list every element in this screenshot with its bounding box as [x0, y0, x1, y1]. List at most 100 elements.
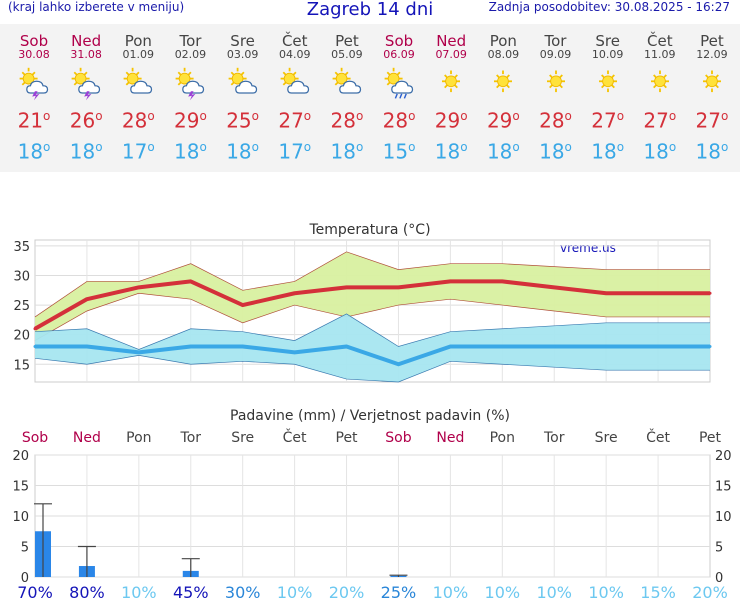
data-point	[552, 345, 556, 348]
min-temp: 18o	[591, 139, 625, 164]
day-label: Sob	[22, 430, 48, 446]
y-tick-label: 15	[13, 358, 30, 373]
day-date: 30.08	[18, 48, 50, 61]
day-name: Pon	[124, 32, 152, 50]
day-column: Pon 01.09 28o 17o	[112, 24, 164, 164]
min-temp: 18o	[486, 139, 520, 164]
max-temp: 25o	[226, 108, 259, 133]
data-point	[708, 291, 712, 295]
day-date: 11.09	[644, 48, 676, 61]
day-date: 02.09	[174, 48, 207, 61]
precip-probability: 10%	[433, 583, 469, 600]
band-edge-low	[34, 355, 710, 383]
max-temp: 21o	[17, 108, 51, 133]
max-temp: 27o	[643, 108, 677, 133]
day-column: Ned 07.09 29o 18o	[425, 24, 477, 164]
data-point	[137, 285, 141, 289]
day-column: Sob 06.09 28o 15o	[373, 24, 425, 164]
sun-icon	[598, 70, 617, 93]
y-tick-label-right: 5	[715, 541, 723, 556]
day-column: Čet 04.09 27o 17o	[269, 24, 321, 164]
data-point	[33, 345, 37, 348]
chart-title: Padavine (mm) / Verjetnost padavin (%)	[230, 408, 510, 424]
day-column: Tor 09.09 28o 18o	[530, 24, 582, 164]
y-tick-label-left: 10	[12, 510, 29, 525]
day-date: 31.08	[70, 48, 102, 61]
precip-probability: 45%	[173, 583, 209, 600]
min-temp: 15o	[382, 139, 416, 164]
max-temp-line	[34, 279, 710, 331]
sun-cloud-icon	[332, 67, 362, 94]
min-temp: 18o	[434, 139, 468, 164]
day-label: Sre	[595, 430, 618, 446]
min-temp: 18o	[174, 139, 207, 164]
sun-cloud-icon	[228, 67, 257, 94]
precip-probability: 10%	[121, 583, 157, 600]
forecast-strip: Sob 30.08 21o 18o Ned 31.08 26o 18o Pon 01.09 2…	[0, 24, 740, 172]
sun-cloud-icon	[123, 67, 153, 94]
range-band	[35, 251, 710, 341]
precip-probability: 30%	[225, 583, 261, 600]
max-temp: 28o	[539, 108, 572, 133]
day-name: Sre	[595, 32, 620, 50]
temperature-chart: Temperatura (°C) vreme.us 15 20 25 30 35	[13, 222, 712, 383]
day-label: Sre	[231, 430, 254, 446]
day-column: Pet 05.09 28o 18o	[321, 24, 373, 164]
min-temp: 17o	[278, 139, 312, 164]
day-date: 10.09	[591, 48, 624, 61]
day-name: Sob	[19, 32, 49, 50]
min-temp: 18o	[695, 139, 729, 164]
day-column: Pet 12.09 27o 18o	[686, 24, 738, 164]
band-edge-low	[34, 292, 710, 341]
day-date: 03.09	[226, 48, 259, 61]
day-name: Pet	[700, 32, 724, 50]
sun-cloud-thunder-icon	[176, 67, 205, 101]
min-temp-line	[35, 344, 710, 367]
day-name: Sob	[384, 32, 414, 50]
min-temp: 18o	[539, 139, 572, 164]
day-label: Pet	[336, 430, 359, 446]
data-point	[448, 279, 452, 283]
data-point	[189, 279, 193, 283]
day-date: 08.09	[487, 48, 520, 61]
data-point	[85, 297, 89, 301]
band-edge-high	[34, 251, 710, 318]
max-temp: 27o	[278, 108, 312, 133]
sun-cloud-rain-icon	[384, 67, 414, 99]
min-temp: 17o	[121, 139, 155, 164]
data-point	[293, 291, 297, 295]
day-column: Sre 03.09 25o 18o	[217, 24, 269, 164]
day-column: Ned 31.08 26o 18o	[60, 24, 112, 164]
y-tick-label: 35	[13, 240, 30, 255]
data-point	[85, 345, 89, 348]
day-date: 07.09	[435, 48, 467, 61]
max-temp: 29o	[434, 108, 468, 133]
y-tick-label-right: 20	[715, 449, 732, 464]
day-label: Pon	[490, 430, 515, 446]
day-column: Sob 30.08 21o 18o	[8, 24, 60, 164]
day-label: Čet	[646, 428, 670, 446]
day-date: 05.09	[331, 48, 363, 61]
sun-icon	[546, 70, 565, 93]
data-point	[396, 362, 400, 366]
sun-icon	[650, 70, 669, 93]
day-name: Ned	[71, 32, 102, 50]
precip-probability: 20%	[329, 583, 365, 600]
y-tick-label-right: 10	[715, 510, 732, 525]
precip-probability: 80%	[69, 583, 105, 600]
chart-title: Temperatura (°C)	[308, 222, 430, 238]
y-tick-label-left: 15	[12, 480, 29, 495]
max-temp: 29o	[486, 108, 520, 133]
day-name: Sre	[230, 32, 255, 50]
day-date: 06.09	[383, 48, 415, 61]
y-tick-label: 30	[13, 270, 30, 285]
precip-probability: 10%	[277, 583, 313, 600]
location-hint: (kraj lahko izberete v meniju)	[8, 0, 185, 14]
data-point	[604, 291, 608, 295]
data-point	[293, 350, 297, 354]
day-label: Pet	[699, 430, 722, 446]
day-column: Tor 02.09 29o 18o	[164, 24, 216, 164]
day-label: Ned	[73, 430, 101, 446]
max-temp: 27o	[591, 108, 625, 133]
day-label: Tor	[180, 430, 202, 446]
